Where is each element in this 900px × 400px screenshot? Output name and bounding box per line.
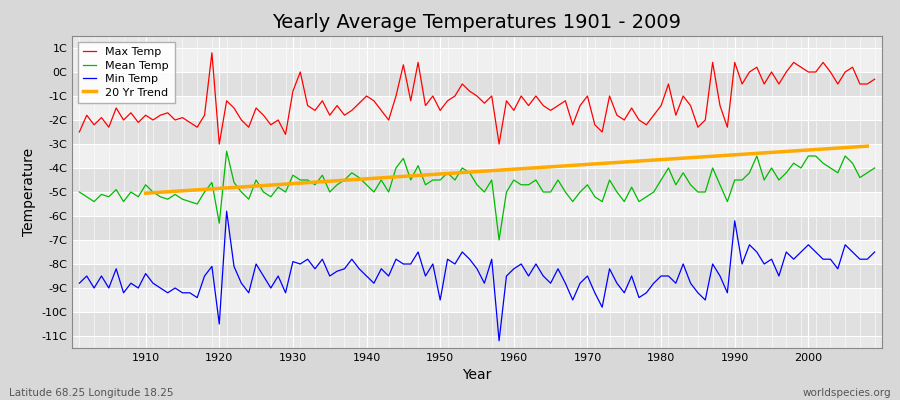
Min Temp [133, 286, 144, 290]
Legend: Max Temp, Mean Temp, Min Temp, 20 Yr Trend: Max Temp, Mean Temp, Min Temp, 20 Yr Tre… [77, 42, 175, 103]
20 Yr Trend [707, 154, 718, 159]
Mean Temp [346, 170, 357, 175]
Mean Temp [221, 149, 232, 154]
Min Temp [74, 281, 85, 286]
Bar [72, 168, 882, 192]
Bar [72, 96, 882, 120]
Bar [72, 192, 882, 216]
Line: Mean Temp: Mean Temp [79, 151, 875, 240]
Bar [72, 48, 882, 72]
Bar [72, 312, 882, 336]
Bar [72, 72, 882, 96]
20 Yr Trend [310, 180, 320, 184]
Max Temp [310, 108, 320, 113]
Mean Temp [516, 182, 526, 187]
Max Temp [869, 77, 880, 82]
20 Yr Trend [332, 178, 343, 183]
Line: Max Temp: Max Temp [79, 53, 875, 144]
X-axis label: Year: Year [463, 368, 491, 382]
Max Temp [611, 113, 622, 118]
Line: Min Temp: Min Temp [79, 211, 875, 341]
Bar [72, 264, 882, 288]
Min Temp [611, 281, 622, 286]
20 Yr Trend [361, 176, 372, 181]
Min Temp [869, 250, 880, 254]
Max Temp [206, 50, 217, 55]
Title: Yearly Average Temperatures 1901 - 2009: Yearly Average Temperatures 1901 - 2009 [273, 13, 681, 32]
Min Temp [523, 274, 534, 278]
Min Temp [346, 257, 357, 262]
20 Yr Trend [140, 191, 151, 196]
Max Temp [354, 101, 364, 106]
20 Yr Trend [501, 167, 512, 172]
Text: Latitude 68.25 Longitude 18.25: Latitude 68.25 Longitude 18.25 [9, 388, 174, 398]
Mean Temp [302, 178, 313, 182]
Bar [72, 120, 882, 144]
20 Yr Trend [523, 166, 534, 171]
Mean Temp [611, 190, 622, 194]
Max Temp [133, 120, 144, 125]
Min Temp [494, 338, 505, 343]
Text: worldspecies.org: worldspecies.org [803, 388, 891, 398]
Mean Temp [523, 182, 534, 187]
Mean Temp [494, 238, 505, 242]
Max Temp [214, 142, 225, 146]
Mean Temp [74, 190, 85, 194]
Max Temp [523, 103, 534, 108]
Bar [72, 240, 882, 264]
Mean Temp [133, 194, 144, 199]
Max Temp [74, 130, 85, 134]
Line: 20 Yr Trend: 20 Yr Trend [146, 146, 868, 193]
20 Yr Trend [862, 144, 873, 148]
Min Temp [302, 257, 313, 262]
Bar [72, 144, 882, 168]
Bar [72, 288, 882, 312]
Max Temp [516, 94, 526, 98]
Mean Temp [869, 166, 880, 170]
Y-axis label: Temperature: Temperature [22, 148, 36, 236]
Bar [72, 216, 882, 240]
Min Temp [221, 209, 232, 214]
Min Temp [516, 262, 526, 266]
